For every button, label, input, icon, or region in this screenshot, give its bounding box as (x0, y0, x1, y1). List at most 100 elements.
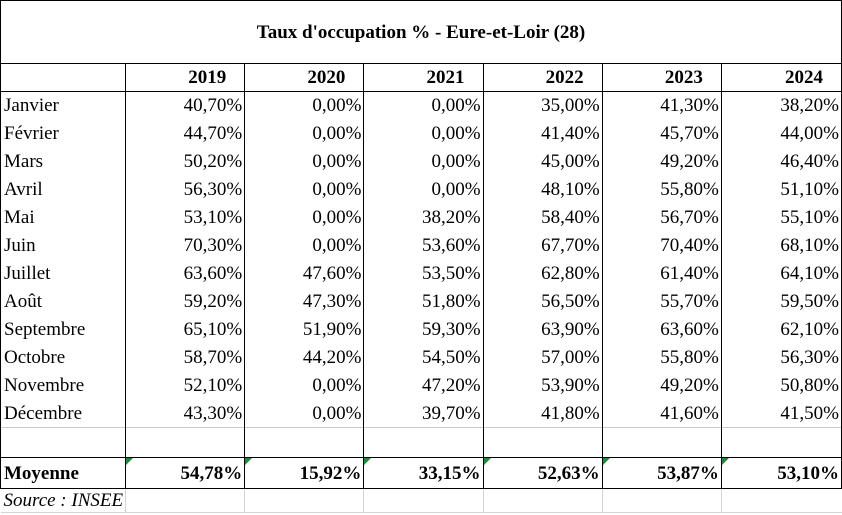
rate-cell[interactable]: 58,70% (125, 343, 245, 372)
rate-cell[interactable]: 58,40% (482, 203, 603, 232)
average-cell[interactable]: 53,87% (601, 457, 722, 489)
month-label[interactable]: Novembre (0, 371, 126, 400)
rate-cell[interactable]: 0,00% (363, 119, 484, 148)
header-corner-cell[interactable] (0, 63, 126, 92)
rate-cell[interactable]: 64,10% (720, 259, 842, 288)
month-label[interactable]: Mai (0, 203, 126, 232)
average-cell[interactable]: 54,78% (125, 457, 246, 489)
header-year[interactable]: 2022 (482, 63, 603, 92)
empty-cell[interactable] (125, 427, 245, 458)
empty-cell[interactable] (125, 488, 245, 513)
rate-cell[interactable]: 51,10% (720, 175, 842, 204)
rate-cell[interactable]: 63,90% (482, 315, 603, 344)
month-label[interactable]: Septembre (0, 315, 126, 344)
rate-cell[interactable]: 41,50% (720, 399, 842, 428)
header-year[interactable]: 2021 (363, 63, 484, 92)
rate-cell[interactable]: 50,80% (720, 371, 842, 400)
month-label[interactable]: Mars (0, 147, 126, 176)
rate-cell[interactable]: 38,20% (363, 203, 484, 232)
header-year[interactable]: 2019 (125, 63, 245, 92)
rate-cell[interactable]: 0,00% (244, 119, 364, 148)
rate-cell[interactable]: 0,00% (244, 175, 364, 204)
rate-cell[interactable]: 45,70% (601, 119, 722, 148)
month-label[interactable]: Avril (0, 175, 126, 204)
empty-cell[interactable] (601, 427, 722, 458)
rate-cell[interactable]: 44,70% (125, 119, 245, 148)
month-label[interactable]: Août (0, 287, 126, 316)
rate-cell[interactable]: 49,20% (601, 371, 722, 400)
rate-cell[interactable]: 49,20% (601, 147, 722, 176)
empty-cell[interactable] (0, 427, 126, 458)
empty-cell[interactable] (720, 427, 842, 458)
source-note[interactable]: Source : INSEE (0, 488, 126, 513)
rate-cell[interactable]: 63,60% (601, 315, 722, 344)
rate-cell[interactable]: 44,00% (720, 119, 842, 148)
average-label[interactable]: Moyenne (0, 457, 127, 489)
header-year[interactable]: 2024 (720, 63, 842, 92)
rate-cell[interactable]: 56,30% (125, 175, 245, 204)
empty-cell[interactable] (720, 488, 842, 513)
rate-cell[interactable]: 35,00% (482, 91, 603, 120)
rate-cell[interactable]: 0,00% (363, 91, 484, 120)
rate-cell[interactable]: 68,10% (720, 231, 842, 260)
rate-cell[interactable]: 44,20% (244, 343, 364, 372)
rate-cell[interactable]: 65,10% (125, 315, 245, 344)
rate-cell[interactable]: 56,50% (482, 287, 603, 316)
rate-cell[interactable]: 0,00% (244, 147, 364, 176)
rate-cell[interactable]: 50,20% (125, 147, 245, 176)
rate-cell[interactable]: 55,80% (601, 175, 722, 204)
rate-cell[interactable]: 53,10% (125, 203, 245, 232)
rate-cell[interactable]: 70,40% (601, 231, 722, 260)
rate-cell[interactable]: 52,10% (125, 371, 245, 400)
empty-cell[interactable] (482, 488, 603, 513)
rate-cell[interactable]: 43,30% (125, 399, 245, 428)
rate-cell[interactable]: 67,70% (482, 231, 603, 260)
rate-cell[interactable]: 41,30% (601, 91, 722, 120)
rate-cell[interactable]: 0,00% (244, 231, 364, 260)
rate-cell[interactable]: 53,50% (363, 259, 484, 288)
rate-cell[interactable]: 41,80% (482, 399, 603, 428)
month-label[interactable]: Décembre (0, 399, 126, 428)
rate-cell[interactable]: 47,20% (363, 371, 484, 400)
rate-cell[interactable]: 70,30% (125, 231, 245, 260)
rate-cell[interactable]: 47,30% (244, 287, 364, 316)
rate-cell[interactable]: 59,20% (125, 287, 245, 316)
rate-cell[interactable]: 48,10% (482, 175, 603, 204)
rate-cell[interactable]: 40,70% (125, 91, 245, 120)
month-label[interactable]: Juillet (0, 259, 126, 288)
table-title[interactable]: Taux d'occupation % - Eure-et-Loir (28) (0, 0, 842, 64)
rate-cell[interactable]: 62,10% (720, 315, 842, 344)
rate-cell[interactable]: 47,60% (244, 259, 364, 288)
rate-cell[interactable]: 59,50% (720, 287, 842, 316)
rate-cell[interactable]: 55,70% (601, 287, 722, 316)
rate-cell[interactable]: 0,00% (244, 399, 364, 428)
rate-cell[interactable]: 53,60% (363, 231, 484, 260)
header-year[interactable]: 2023 (601, 63, 722, 92)
rate-cell[interactable]: 62,80% (482, 259, 603, 288)
rate-cell[interactable]: 63,60% (125, 259, 245, 288)
header-year[interactable]: 2020 (244, 63, 364, 92)
rate-cell[interactable]: 0,00% (363, 147, 484, 176)
rate-cell[interactable]: 61,40% (601, 259, 722, 288)
empty-cell[interactable] (601, 488, 722, 513)
month-label[interactable]: Juin (0, 231, 126, 260)
month-label[interactable]: Octobre (0, 343, 126, 372)
average-cell[interactable]: 52,63% (482, 457, 603, 489)
rate-cell[interactable]: 39,70% (363, 399, 484, 428)
rate-cell[interactable]: 59,30% (363, 315, 484, 344)
empty-cell[interactable] (244, 488, 364, 513)
month-label[interactable]: Février (0, 119, 126, 148)
rate-cell[interactable]: 0,00% (244, 203, 364, 232)
rate-cell[interactable]: 57,00% (482, 343, 603, 372)
rate-cell[interactable]: 41,60% (601, 399, 722, 428)
empty-cell[interactable] (363, 427, 484, 458)
rate-cell[interactable]: 55,80% (601, 343, 722, 372)
empty-cell[interactable] (482, 427, 603, 458)
rate-cell[interactable]: 0,00% (244, 91, 364, 120)
empty-cell[interactable] (363, 488, 484, 513)
rate-cell[interactable]: 54,50% (363, 343, 484, 372)
rate-cell[interactable]: 56,70% (601, 203, 722, 232)
rate-cell[interactable]: 55,10% (720, 203, 842, 232)
rate-cell[interactable]: 0,00% (244, 371, 364, 400)
rate-cell[interactable]: 45,00% (482, 147, 603, 176)
